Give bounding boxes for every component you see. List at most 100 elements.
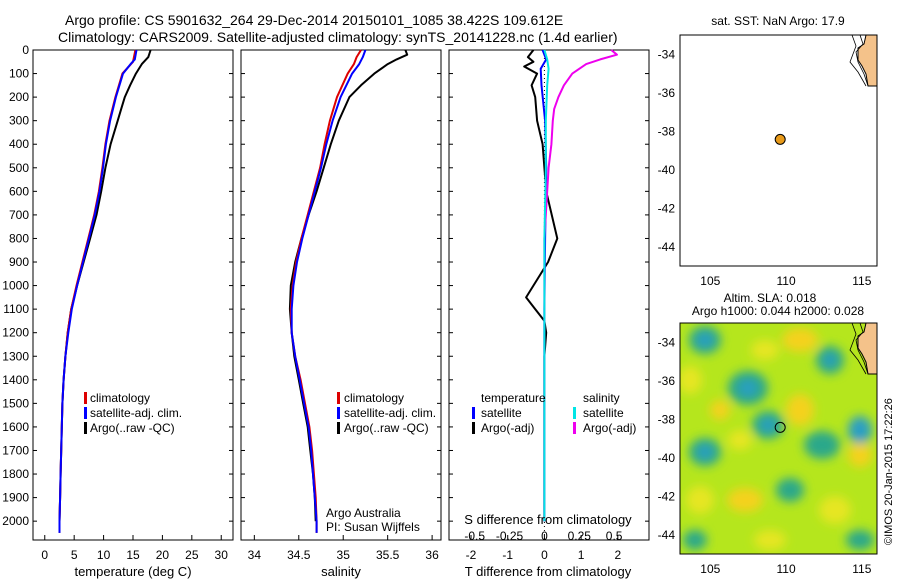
salinity-legend: climatology satellite-adj. clim. Argo(..…	[337, 391, 436, 435]
legend-swatch-climatology	[337, 392, 340, 404]
depth-tick-label: 1100	[3, 302, 29, 316]
temperature-legend: climatology satellite-adj. clim. Argo(..…	[84, 391, 182, 435]
legend-title: salinity	[583, 391, 620, 405]
legend-label: satellite	[583, 406, 624, 420]
x-tick-label: 2	[614, 548, 621, 562]
salinity-axis-label: salinity	[321, 564, 361, 579]
map-y-tick-label: -44	[658, 240, 676, 254]
s-tick-label: 0.25	[568, 529, 592, 543]
depth-axis: 0 100 200 300 400 500 600 700 800 900 1000 1100 1200…	[2, 43, 29, 528]
x-tick-label: 25	[185, 548, 199, 562]
institution-note: Argo Australia	[326, 506, 401, 520]
map-x-tick-label: 105	[700, 562, 720, 576]
x-tick-label: 5	[71, 548, 78, 562]
satellite-temperature-line	[58, 49, 138, 533]
salinity-curves	[288, 49, 409, 533]
depth-tick-label: 2000	[2, 514, 29, 528]
temperature-panel	[32, 49, 234, 541]
map-y-tick-label: -34	[658, 47, 676, 61]
sla-field	[680, 326, 874, 550]
map-y-tick-label: -40	[658, 163, 676, 177]
x-tick-label: 10	[97, 548, 111, 562]
satellite-sal-diff-line	[543, 49, 550, 522]
legend-title: temperature	[481, 391, 546, 405]
map-x-tick-label: 110	[777, 562, 796, 576]
depth-tick-label: 1000	[2, 279, 29, 293]
x-tick-label: 15	[126, 548, 140, 562]
bathymetry-contour	[855, 35, 869, 87]
float-position-marker	[774, 133, 786, 145]
legend-label: satellite-adj. clim.	[90, 406, 182, 420]
legend-label: Argo(-adj)	[583, 421, 636, 435]
climatology-temperature-line	[58, 49, 137, 533]
legend-label: Argo(-adj)	[481, 421, 534, 435]
legend-swatch-temp-satellite	[472, 407, 475, 419]
s-tick-label: -0.25	[496, 529, 524, 543]
map-y-tick-label: -38	[658, 412, 676, 426]
sla-map-title: Altim. SLA: 0.018	[724, 291, 817, 305]
t-difference-axis-label: T difference from climatology	[465, 564, 632, 579]
map-x-tick-label: 105	[700, 274, 720, 288]
depth-tick-label: 0	[22, 43, 29, 57]
climatology-title: Climatology: CARS2009. Satellite-adjuste…	[58, 29, 618, 45]
imos-credit: ©IMOS 20-Jan-2015 17:22:26	[883, 398, 895, 545]
legend-swatch-argo	[337, 422, 340, 434]
legend-label: climatology	[344, 391, 404, 405]
legend-swatch-sal-satellite	[573, 407, 576, 419]
depth-tick-label: 400	[9, 137, 29, 151]
float-position-marker	[774, 421, 786, 433]
x-tick-label: -2	[466, 548, 477, 562]
sst-map	[679, 34, 878, 267]
argo-temperature-line	[58, 49, 152, 522]
legend-swatch-temp-argo	[472, 422, 475, 434]
map-y-tick-label: -40	[658, 451, 676, 465]
legend-label: climatology	[90, 391, 150, 405]
x-tick-label: 34	[248, 548, 262, 562]
map-y-tick-label: -38	[658, 124, 676, 138]
x-tick-label: 34.5	[287, 548, 311, 562]
axis-ticks: 0 5 10 15 20 25 30 34 34.5 35 35.5 36 -2 -1 0 1 2 -0.5 -0.…	[33, 47, 872, 576]
map-y-tick-label: -36	[658, 86, 676, 100]
depth-tick-label: 1300	[2, 349, 29, 363]
x-tick-label: 1	[578, 548, 585, 562]
depth-tick-label: 100	[9, 67, 29, 81]
s-tick-label: -0.5	[464, 529, 485, 543]
legend-swatch-satellite	[337, 407, 340, 419]
s-difference-axis-label: S difference from climatology	[464, 512, 632, 527]
depth-tick-label: 800	[9, 231, 29, 245]
map-x-tick-label: 115	[852, 274, 871, 288]
map-y-tick-label: -36	[658, 374, 676, 388]
argo-temp-diff-line	[523, 49, 559, 522]
temperature-axis-label: temperature (deg C)	[74, 564, 191, 579]
profile-title: Argo profile: CS 5901632_264 29-Dec-2014…	[65, 12, 563, 28]
depth-tick-label: 1200	[2, 326, 29, 340]
salinity-panel	[240, 49, 442, 541]
x-tick-label: 0	[541, 548, 548, 562]
map-y-tick-label: -34	[658, 335, 676, 349]
map-y-tick-label: -44	[658, 528, 676, 542]
legend-label: satellite-adj. clim.	[344, 406, 436, 420]
legend-swatch-sal-argo	[573, 422, 576, 434]
depth-tick-label: 1800	[2, 467, 29, 481]
legend-label: Argo(..raw -QC)	[90, 421, 175, 435]
depth-tick-label: 1600	[2, 420, 29, 434]
difference-curves	[523, 49, 618, 540]
bathymetry-contour	[855, 323, 869, 375]
s-tick-label: 0	[541, 529, 548, 543]
depth-tick-label: 200	[9, 90, 29, 104]
pi-note: PI: Susan Wijffels	[326, 520, 420, 534]
map-y-tick-label: -42	[658, 489, 676, 503]
x-tick-label: 35.5	[376, 548, 400, 562]
bathymetry-contour	[849, 35, 867, 87]
legend-swatch-climatology	[84, 392, 87, 404]
x-tick-label: 20	[156, 548, 170, 562]
s-tick-label: 0.5	[606, 529, 623, 543]
difference-legend: temperature satellite Argo(-adj) salinit…	[472, 391, 636, 435]
satellite-salinity-line	[290, 49, 367, 533]
x-tick-label: 30	[215, 548, 229, 562]
sla-map	[679, 322, 878, 555]
temperature-curves	[58, 49, 152, 533]
depth-tick-label: 1400	[2, 373, 29, 387]
legend-label: Argo(..raw -QC)	[344, 421, 429, 435]
